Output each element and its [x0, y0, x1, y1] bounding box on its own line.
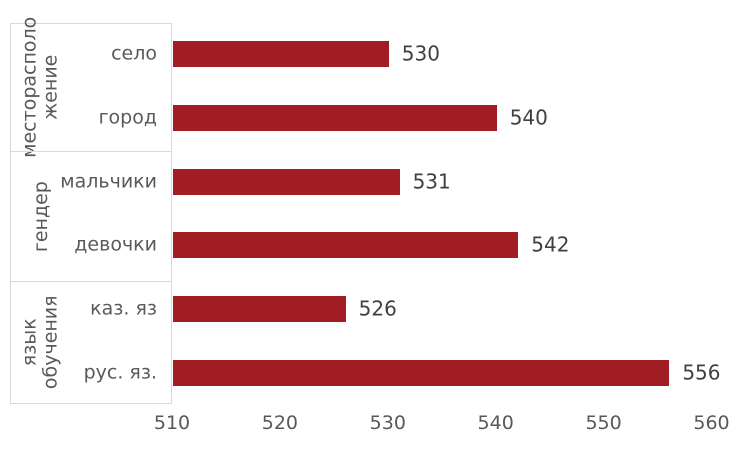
group-box: язык обучения — [10, 281, 172, 404]
x-tick-label: 560 — [693, 412, 730, 434]
group-label: месторасполо жение — [18, 16, 63, 159]
value-label: 526 — [358, 296, 397, 321]
category-label: рус. яз. — [83, 361, 157, 384]
value-label: 530 — [401, 41, 440, 66]
x-tick-label: 550 — [585, 412, 622, 434]
value-label: 540 — [509, 105, 548, 130]
value-label: 556 — [682, 360, 721, 385]
bar — [173, 168, 400, 195]
category-label: девочки — [74, 233, 157, 256]
category-label: село — [111, 42, 157, 65]
category-label: мальчики — [60, 170, 157, 193]
x-tick-label: 530 — [369, 412, 406, 434]
x-tick-label: 520 — [261, 412, 299, 434]
bar — [173, 41, 389, 67]
category-label: город — [98, 106, 157, 129]
category-label: каз. яз — [90, 297, 157, 320]
bar — [173, 104, 497, 131]
value-label: 531 — [412, 169, 451, 194]
bar — [173, 296, 346, 323]
bar — [173, 232, 519, 259]
x-tick-label: 510 — [153, 412, 191, 434]
x-tick-label: 540 — [477, 412, 514, 434]
value-label: 542 — [531, 232, 570, 257]
bar — [173, 360, 670, 386]
